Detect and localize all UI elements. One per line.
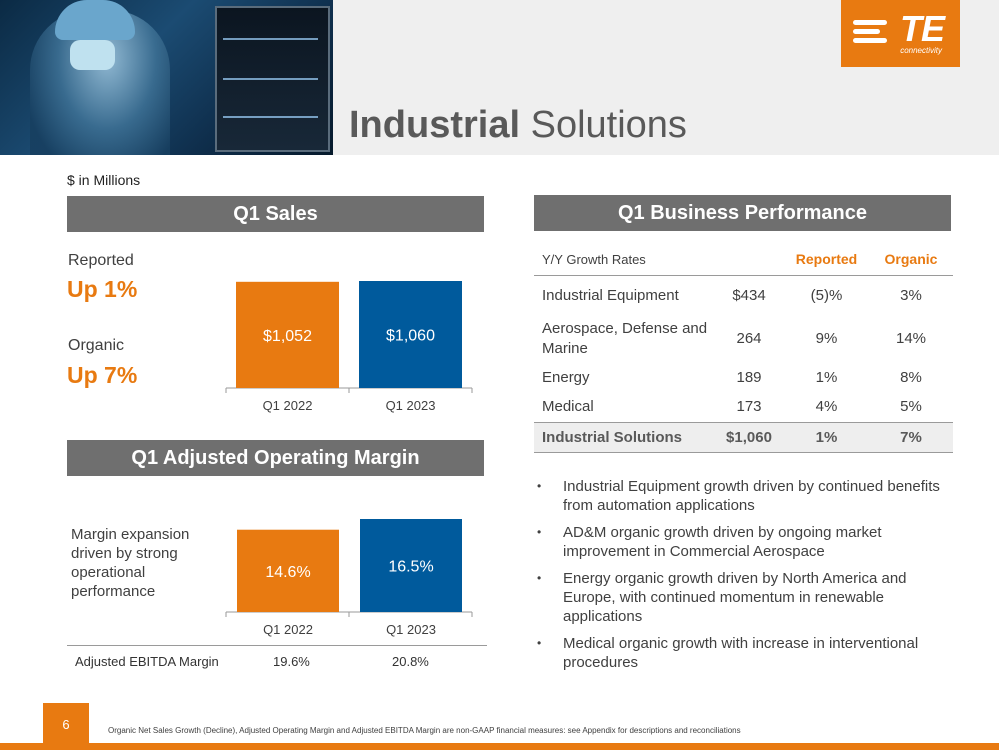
row-sales: 264	[736, 329, 762, 347]
patient-monitor	[215, 6, 330, 152]
row-reported: (5)%	[810, 286, 843, 304]
row-organic: 8%	[900, 368, 922, 386]
ebitda-value-2023: 20.8%	[392, 654, 429, 669]
row-organic: 5%	[900, 398, 922, 416]
total-organic: 7%	[869, 421, 953, 453]
bullet-item: • AD&M organic growth driven by ongoing m…	[537, 524, 882, 560]
row-name: Industrial Equipment	[542, 286, 679, 304]
reported-label: Reported	[68, 252, 134, 269]
table-total-row: Industrial Solutions $1,060 1% 7%	[534, 421, 953, 453]
bullet-item: • Medical organic growth with increase in…	[537, 635, 919, 671]
reported-value: Up 1%	[67, 276, 138, 302]
x-tick-label: Q1 2022	[263, 622, 313, 637]
bar-value-label: $1,060	[386, 328, 435, 345]
table-header-row: Y/Y Growth Rates Reported Organic	[534, 244, 953, 276]
total-sales: $1,060	[714, 421, 784, 453]
bullet-icon: •	[537, 479, 542, 493]
te-logo: TE connectivity	[841, 0, 960, 67]
col-sales	[714, 244, 784, 276]
row-sales: 173	[736, 398, 762, 416]
col-growth-rates: Y/Y Growth Rates	[534, 244, 714, 276]
bullet-list: • Industrial Equipment growth driven by c…	[536, 477, 946, 680]
sales-bar-chart: $1,052 Q1 2022 $1,060 Q1 2023	[225, 281, 473, 413]
margin-heading: Q1 Adjusted Operating Margin	[67, 440, 484, 476]
table-row: Medical 173 4% 5%	[534, 392, 953, 422]
table-row: Industrial Equipment $434 (5)% 3%	[534, 275, 953, 315]
page-title-bold: Industrial	[349, 104, 521, 146]
bar-q1-2022	[237, 529, 339, 612]
page-title: Industrial Solutions	[349, 104, 687, 147]
q1-sales-heading: Q1 Sales	[67, 196, 484, 232]
row-reported: 1%	[815, 368, 838, 386]
margin-bar-chart: 14.6% Q1 2022 16.5% Q1 2023	[225, 519, 473, 637]
logo-bars-icon	[853, 20, 887, 47]
surgical-cap	[55, 0, 135, 40]
organic-label: Organic	[68, 337, 125, 354]
total-name: Industrial Solutions	[534, 421, 714, 453]
row-name: Aerospace, Defense and Marine	[542, 319, 708, 357]
ebitda-row: Adjusted EBITDA Margin 19.6% 20.8%	[67, 645, 487, 675]
row-reported: 4%	[815, 398, 838, 416]
x-tick-label: Q1 2023	[386, 398, 436, 413]
bullet-item: • Energy organic growth driven by North A…	[537, 570, 907, 625]
page-title-rest: Solutions	[530, 104, 687, 146]
ebitda-value-2022: 19.6%	[273, 654, 310, 669]
table-row: Aerospace, Defense and Marine 264 9% 14%	[534, 315, 953, 362]
ebitda-label: Adjusted EBITDA Margin	[75, 654, 219, 669]
footer-line	[0, 743, 999, 750]
bar-value-label: 14.6%	[265, 564, 310, 581]
row-sales: $434	[732, 286, 766, 304]
row-sales: 189	[736, 368, 762, 386]
bar-value-label: $1,052	[263, 328, 312, 345]
bar-q1-2022	[236, 281, 339, 388]
bar-q1-2023	[359, 281, 462, 388]
bullet-icon: •	[537, 636, 542, 650]
row-organic: 14%	[895, 329, 927, 347]
hero-image	[0, 0, 333, 155]
col-organic: Organic	[869, 244, 953, 276]
bullet-icon: •	[537, 571, 542, 585]
surgical-mask	[70, 40, 115, 70]
bullet-icon: •	[537, 525, 542, 539]
row-organic: 3%	[900, 286, 922, 304]
performance-heading: Q1 Business Performance	[534, 195, 951, 231]
footnote: Organic Net Sales Growth (Decline), Adju…	[108, 726, 741, 735]
units-label: $ in Millions	[67, 172, 141, 188]
col-reported: Reported	[784, 244, 869, 276]
table-row: Energy 189 1% 8%	[534, 362, 953, 392]
x-tick-label: Q1 2022	[263, 398, 313, 413]
x-tick-label: Q1 2023	[386, 622, 436, 637]
performance-table: Y/Y Growth Rates Reported Organic Indust…	[534, 244, 953, 453]
total-reported: 1%	[784, 421, 869, 453]
bar-value-label: 16.5%	[388, 559, 433, 576]
bullet-item: • Industrial Equipment growth driven by c…	[537, 478, 940, 514]
row-reported: 9%	[815, 329, 838, 347]
row-name: Energy	[542, 368, 590, 386]
organic-value: Up 7%	[67, 362, 138, 388]
margin-note: Margin expansion driven by strong operat…	[71, 526, 190, 600]
page-number: 6	[43, 703, 89, 746]
bar-q1-2023	[360, 519, 462, 612]
row-name: Medical	[542, 398, 594, 416]
